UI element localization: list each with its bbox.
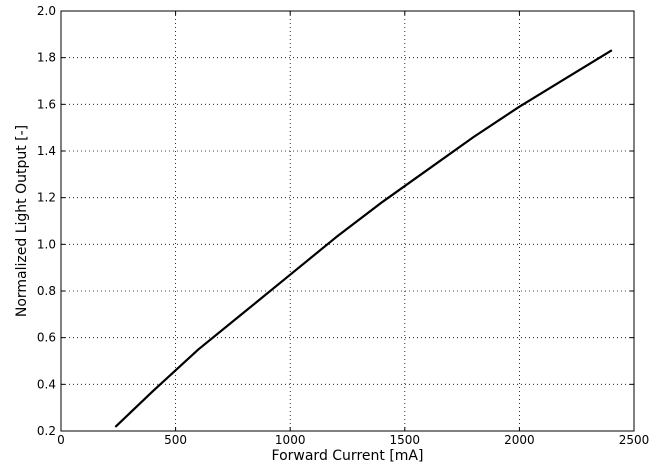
y-axis-title: Normalized Light Output [-] <box>14 125 30 317</box>
y-tick-label: 0.2 <box>37 424 56 438</box>
y-tick-label: 1.8 <box>37 51 56 65</box>
series-line <box>114 49 613 428</box>
y-tick-label: 1.4 <box>37 144 56 158</box>
y-tick-label: 2.0 <box>37 4 56 18</box>
x-tick-label: 2500 <box>619 433 650 447</box>
x-tick-label: 500 <box>164 433 187 447</box>
plot-area-frame <box>60 10 635 432</box>
y-tick-label: 0.8 <box>37 284 56 298</box>
series-layer <box>114 49 613 428</box>
y-tick-label: 0.4 <box>37 377 56 391</box>
x-tick-label: 1000 <box>275 433 306 447</box>
x-tick-label: 2000 <box>504 433 535 447</box>
x-tick-label: 1500 <box>390 433 421 447</box>
y-tick-label: 1.0 <box>37 237 56 251</box>
x-tick-label: 0 <box>57 433 65 447</box>
y-tick-label: 1.2 <box>37 191 56 205</box>
y-tick-label: 1.6 <box>37 97 56 111</box>
tick-labels: 0 500 1000 1500 2000 2500 0.2 0.4 0.6 0.8 1.0 1.2 1.… <box>37 4 649 447</box>
x-axis-title: Forward Current [mA] <box>272 448 424 464</box>
y-tick-label: 0.6 <box>37 331 56 345</box>
